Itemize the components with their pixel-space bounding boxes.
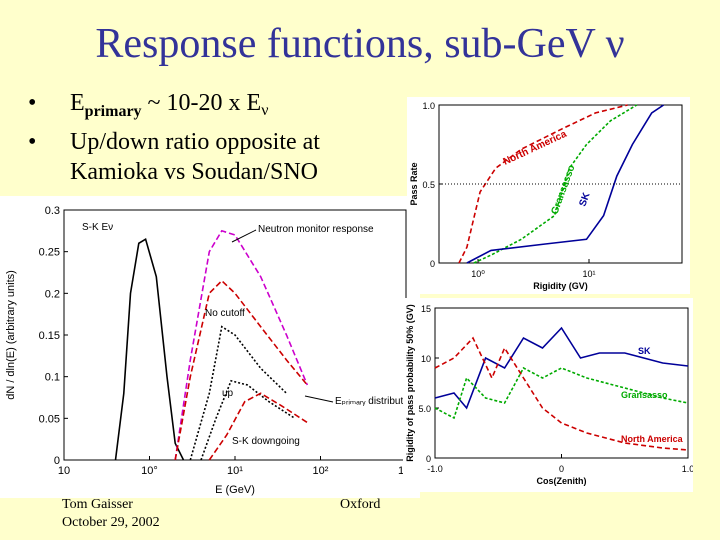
legend-label-north-america: North America	[502, 129, 569, 168]
y-tick-label: 0	[426, 454, 431, 464]
series-line-gransasso	[473, 104, 638, 264]
x-tick-label: 1.0	[682, 464, 693, 474]
slide-title: Response functions, sub-GeV ν	[95, 21, 625, 67]
series-line-gransasso	[434, 366, 689, 420]
bullet-list: • Eprimary ~ 10-20 x Eν • Up/down ratio …	[28, 88, 320, 187]
annotation-label: S-K Eν	[82, 222, 113, 233]
bullet-energy-e: E	[70, 90, 85, 116]
y-tick-label: 0.05	[39, 413, 60, 425]
y-tick-label: 0	[430, 259, 435, 269]
footer-date: October 29, 2002	[62, 515, 160, 530]
y-tick-label: 5.0	[418, 404, 431, 414]
y-tick-label: 0.2	[45, 288, 60, 300]
bullet-updown-line1: Up/down ratio opposite at	[70, 129, 320, 155]
legend-label-gransasso: Gransasso	[621, 390, 668, 400]
series-line-s-k-e-	[114, 237, 185, 461]
bullet-energy-nu: ν	[261, 102, 269, 119]
series-line-intermediate-cutoff	[189, 325, 288, 461]
series-line-neutron-monitor-response	[174, 229, 309, 461]
annotation-label: Neutron monitor response	[258, 224, 374, 235]
pass-rate-figure: 0 0.5 1.0 10⁰ 10¹ Rigidity (GV) Pass Rate North…	[407, 97, 690, 294]
series-line-north-america	[458, 104, 628, 264]
x-tick-label: 10°	[141, 465, 158, 477]
footer-author: Tom Gaisser	[62, 497, 133, 512]
annotation-arrow	[304, 395, 334, 403]
y-tick-label: 15	[421, 304, 431, 314]
annotation-arrow	[231, 229, 257, 243]
bullet-energy-sub: primary	[84, 103, 142, 120]
series-line-no-cutoff	[174, 279, 308, 461]
bullet-dot-icon: •	[28, 129, 37, 155]
x-tick-label: -1.0	[427, 464, 443, 474]
y-tick-label: 1.0	[422, 101, 435, 111]
annotation-label: No cutoff	[205, 308, 245, 319]
y-tick-label: 0.15	[39, 330, 60, 342]
zenith-figure: 0 5.0 10 15 -1.0 0 1.0 Cos(Zenith) Rigidity of p…	[403, 298, 693, 492]
annotation-label: up	[222, 388, 234, 399]
bullet-updown: • Up/down ratio opposite at Kamioka vs S…	[28, 127, 320, 187]
x-tick-label: 10²	[313, 465, 329, 477]
x-tick-label: 10¹	[227, 465, 243, 477]
y-axis-label: Rigidity of pass probability 50% (GV)	[405, 304, 415, 462]
x-axis-label: E (GeV)	[215, 484, 255, 496]
annotation-label: Eₚᵣᵢₘₐᵣᵧ distributions	[335, 396, 420, 407]
bullet-dot-icon: •	[28, 90, 37, 116]
y-tick-label: 0.25	[39, 247, 60, 259]
x-tick-label: 10	[58, 465, 70, 477]
y-tick-label: 0.5	[422, 180, 435, 190]
x-tick-label: 10⁰	[471, 269, 485, 279]
x-axis-label: Cos(Zenith)	[537, 476, 587, 486]
x-tick-label: 0	[559, 464, 564, 474]
legend-label-gransasso: Gransasso	[549, 164, 577, 216]
x-axis-label: Rigidity (GV)	[533, 281, 588, 291]
legend-label-sk: SK	[577, 190, 592, 208]
series-line-s-k-downgoing	[208, 392, 308, 461]
y-axis-label: dN / dln(E) (arbitrary units)	[5, 270, 17, 400]
y-tick-label: 10	[421, 354, 431, 364]
series-line-up	[200, 379, 296, 461]
y-tick-label: 0.3	[45, 205, 60, 217]
y-tick-label: 0.1	[45, 372, 60, 384]
series-line-north-america	[434, 336, 689, 451]
annotation-label: S-K downgoing	[232, 436, 300, 447]
pass-rate-chart: 0 0.5 1.0 10⁰ 10¹ Rigidity (GV) Pass Rate North…	[409, 101, 683, 291]
series-line-sk	[434, 326, 689, 410]
legend-label-sk: SK	[638, 346, 651, 356]
x-tick-label: 10¹	[582, 269, 595, 279]
y-tick-label: 0	[54, 455, 60, 467]
footer-place: Oxford	[340, 497, 381, 512]
series-line-sk	[466, 104, 665, 264]
y-axis-label: Pass Rate	[409, 162, 419, 205]
bullet-energy-rest: ~ 10-20 x E	[141, 90, 262, 116]
bullet-energy: • Eprimary ~ 10-20 x Eν	[28, 88, 320, 127]
bullet-updown-line2: Kamioka vs Soudan/SNO	[70, 159, 318, 185]
legend-label-north-america: North America	[621, 434, 684, 444]
